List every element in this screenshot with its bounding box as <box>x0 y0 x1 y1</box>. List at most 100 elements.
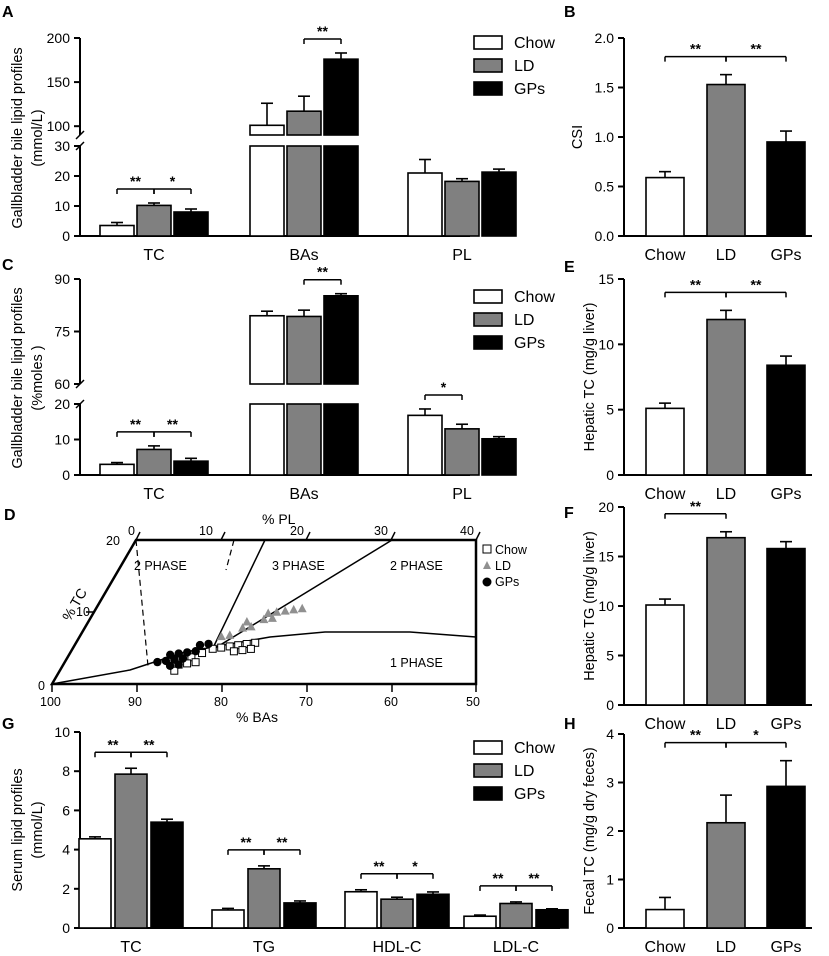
bar-ld <box>444 180 480 237</box>
x-category-label: BAs <box>289 247 318 264</box>
ternary-frame <box>49 531 481 692</box>
data-point-chow <box>217 643 226 652</box>
data-point-chow <box>208 644 217 653</box>
y-tick-label: 5 <box>606 648 614 664</box>
y-tick-label: 15 <box>598 271 614 287</box>
bar-gps <box>150 821 184 929</box>
legend-label-gps: GPs <box>514 335 545 352</box>
significance-label: * <box>441 379 447 395</box>
bar-chow <box>645 407 685 476</box>
significance-label: ** <box>167 416 178 432</box>
data-point-chow <box>234 641 243 650</box>
panel-label: C <box>2 257 14 274</box>
data-point-chow <box>242 640 251 648</box>
y-tick-label: 6 <box>62 802 70 818</box>
x-category-label: Chow <box>645 486 686 503</box>
significance-label: * <box>170 173 176 189</box>
panel-label: F <box>564 505 574 522</box>
significance-label: ** <box>751 41 762 57</box>
panel-label: B <box>564 4 576 21</box>
bar-ld <box>286 145 322 237</box>
y-tick-label: 20 <box>54 396 70 412</box>
y-axis-label: Gallbladder bile lipid profiles <box>10 287 26 468</box>
data-point-gps <box>153 657 162 667</box>
ternary-bottom-tick: 90 <box>128 695 142 709</box>
y-tick-label: 10 <box>598 598 614 614</box>
y-tick-label: 10 <box>54 724 70 740</box>
bar-gps <box>766 547 806 706</box>
bar-chow <box>78 838 112 929</box>
tick <box>220 531 226 541</box>
phase-boundary-dashed <box>225 539 235 571</box>
bar-gps <box>766 364 806 476</box>
significance-label: ** <box>130 416 141 432</box>
data-point-chow <box>183 659 192 668</box>
y-tick-label: 0 <box>606 697 614 713</box>
bar-gps <box>173 211 209 237</box>
data-point-chow <box>238 646 247 655</box>
legend-swatch-ld <box>473 312 503 327</box>
ternary-left-tick: 20 <box>106 534 120 548</box>
phase-region-label: 2 PHASE <box>390 559 443 573</box>
phase-boundary <box>211 539 266 651</box>
x-category-label: Chow <box>645 716 686 733</box>
y-axis-label: Serum lipid profiles <box>10 768 26 891</box>
y-tick-label: 0.0 <box>595 228 615 244</box>
significance-label: ** <box>690 498 701 514</box>
tick <box>475 531 481 541</box>
legend-swatch-ld <box>473 763 503 778</box>
bar-gps <box>481 171 517 237</box>
ternary-bottom-tick: 80 <box>214 695 228 709</box>
data-point-gps <box>191 647 200 656</box>
legend-swatch-ld <box>473 58 503 73</box>
bar-chow <box>407 172 443 237</box>
legend-label-gps: GPs <box>495 575 519 589</box>
y-tick-label: 1 <box>606 872 614 888</box>
significance-label: ** <box>144 736 155 752</box>
bar-chow <box>249 314 285 385</box>
data-point-gps <box>183 648 192 657</box>
ternary-legend: Chow LD GPs <box>482 543 528 589</box>
y-tick-label: 4 <box>62 842 70 858</box>
ternary-left-tick: 10 <box>76 605 90 619</box>
data-point-ld <box>259 614 269 624</box>
x-category-label: LDL-C <box>493 939 539 956</box>
y-axis-label: (mmol/L) <box>30 109 46 166</box>
y-tick-label: 10 <box>54 432 70 448</box>
x-category-label: TG <box>253 939 275 956</box>
x-category-label: Chow <box>645 247 686 264</box>
tick <box>135 531 141 541</box>
x-category-label: TC <box>143 247 164 264</box>
significance-label: ** <box>317 264 328 280</box>
panel-label-d: D <box>4 507 16 524</box>
bar-ld <box>286 403 322 476</box>
y-tick-label: 2 <box>62 881 70 897</box>
significance-label: ** <box>751 276 762 292</box>
bar-ld <box>706 536 746 706</box>
panel-b: B 0.0 0.5 1.0 1.5 2.0 CSI Chow LD GPs ** ** <box>564 4 812 264</box>
y-tick-label: 1.0 <box>595 129 615 145</box>
bar-ld <box>444 428 480 476</box>
x-category-label: PL <box>452 247 472 264</box>
y-tick-label: 2.0 <box>595 30 615 46</box>
bar-gps <box>535 908 569 929</box>
y-tick-label: 75 <box>54 324 70 340</box>
data-point-ld <box>263 608 273 617</box>
ternary-bottom-tick: 100 <box>40 695 61 709</box>
ternary-left-tick: 0 <box>38 679 45 693</box>
y-axis-label: Gallbladder bile lipid profiles <box>10 47 26 228</box>
bar-ld <box>286 110 322 136</box>
legend-swatch-gps <box>473 81 503 96</box>
bar-chow <box>249 403 285 476</box>
y-tick-label: 90 <box>54 271 70 287</box>
tick <box>305 531 311 541</box>
legend-marker-gps <box>482 577 492 587</box>
bar-chow <box>463 915 497 929</box>
y-tick-label: 4 <box>606 726 614 742</box>
significance-label: ** <box>374 858 385 874</box>
significance-label: ** <box>277 834 288 850</box>
y-tick-label: 0 <box>62 467 70 483</box>
y-tick-label: 5 <box>606 402 614 418</box>
significance-label: * <box>412 858 418 874</box>
